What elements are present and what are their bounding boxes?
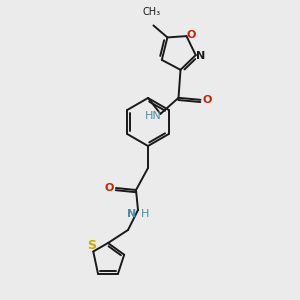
Text: HN: HN (145, 111, 162, 121)
Text: N: N (196, 51, 206, 61)
Text: O: O (104, 183, 114, 193)
Text: H: H (141, 209, 149, 219)
Text: O: O (203, 95, 212, 105)
Text: N: N (128, 209, 136, 219)
Text: O: O (187, 30, 196, 40)
Text: CH₃: CH₃ (142, 8, 160, 17)
Text: S: S (87, 239, 96, 252)
